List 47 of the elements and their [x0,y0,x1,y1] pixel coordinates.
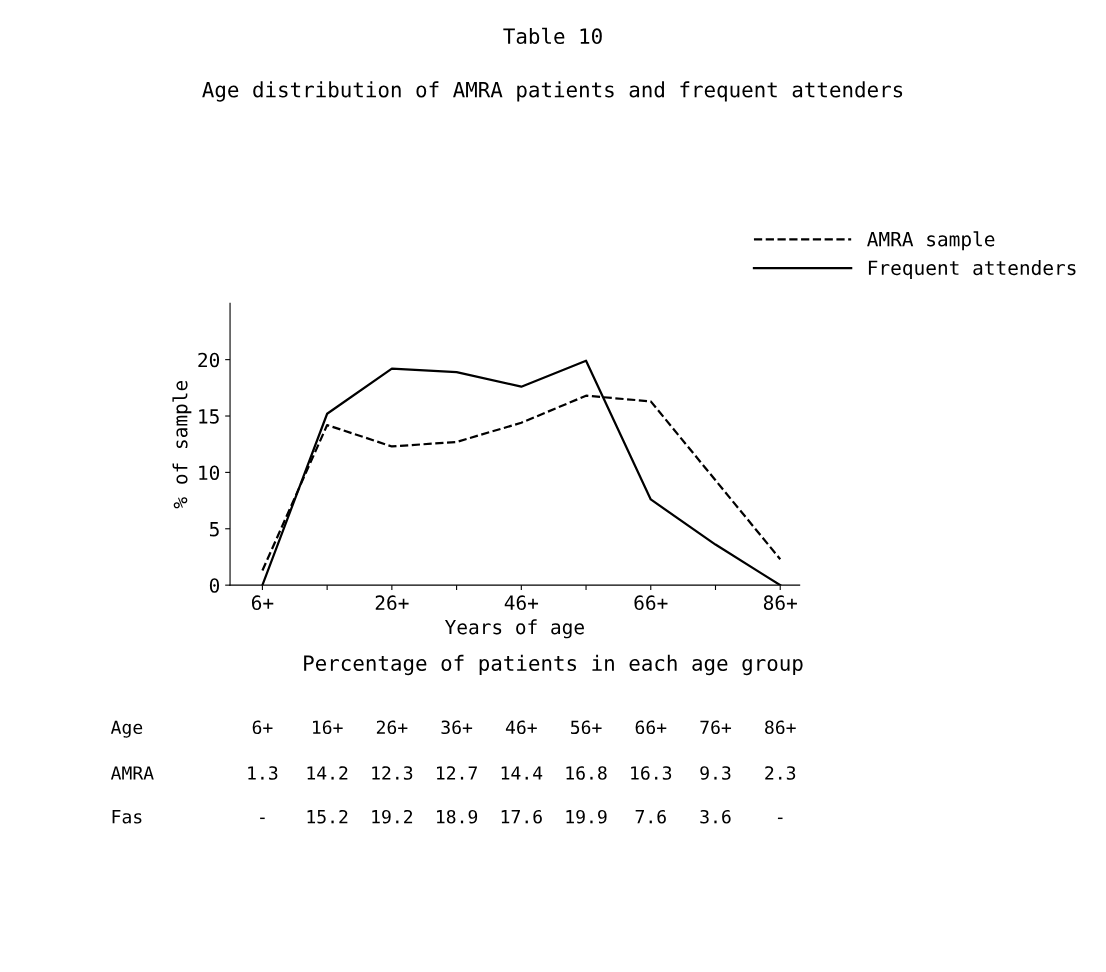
x-tick-label: 6+ [251,595,274,611]
data-label: 3.6 [700,809,731,824]
chart-subtitle: Age distribution of AMRA patients and frequent attenders [202,81,903,102]
data-label: - [777,817,783,820]
x-tick-label: 46+ [504,595,539,611]
data-label: 16.8 [566,766,607,780]
x-tick-label: 26+ [375,595,409,611]
category-label: 26+ [376,720,408,735]
text: 76+ [700,720,732,735]
data-label: 19.9 [566,809,607,824]
data-label: 14.4 [501,766,543,780]
data-label: 15.2 [307,809,348,824]
y-tick-label: 10 [199,465,220,481]
data-label: 7.6 [635,809,666,824]
category-label: 46+ [505,720,537,735]
category-label: 6+ [252,720,273,735]
data-label: 14.2 [307,766,348,780]
text: Percentage of patients in each age group [304,654,803,676]
data-label: 12.3 [372,766,413,780]
text: 16+ [313,720,343,735]
y-tick-label: 0 [209,578,220,593]
x-axis-title: Years of age [444,619,584,639]
y-tick-label: 20 [198,352,220,368]
x-tick-label: 66+ [634,595,668,611]
x-tick-label: 86+ [763,595,797,611]
data-label: 19.2 [372,809,413,824]
data-label: 17.6 [501,809,542,824]
text: Age [110,720,143,738]
y-tick-label: 5 [209,522,219,537]
text: 36+ [441,720,473,735]
category-label: 86+ [765,720,796,735]
y-tick-label: 15 [199,409,219,424]
text: 56+ [571,720,602,735]
text: Fas [112,810,142,824]
text: Frequent attenders [868,260,1076,279]
data-label: 9.3 [700,766,731,780]
data-label: 12.7 [437,766,477,780]
y-axis-title: % of sample [172,380,192,509]
chart-title: Table 10 [503,27,602,45]
data-label: - [260,817,265,820]
text: AMRA sample [867,231,995,251]
data-label: 18.9 [437,809,478,824]
data-label: 2.3 [765,766,796,780]
data-label: 1.3 [248,766,278,780]
text: AMRA [110,766,154,780]
data-label: 16.3 [631,766,672,780]
category-label: 66+ [635,720,667,735]
